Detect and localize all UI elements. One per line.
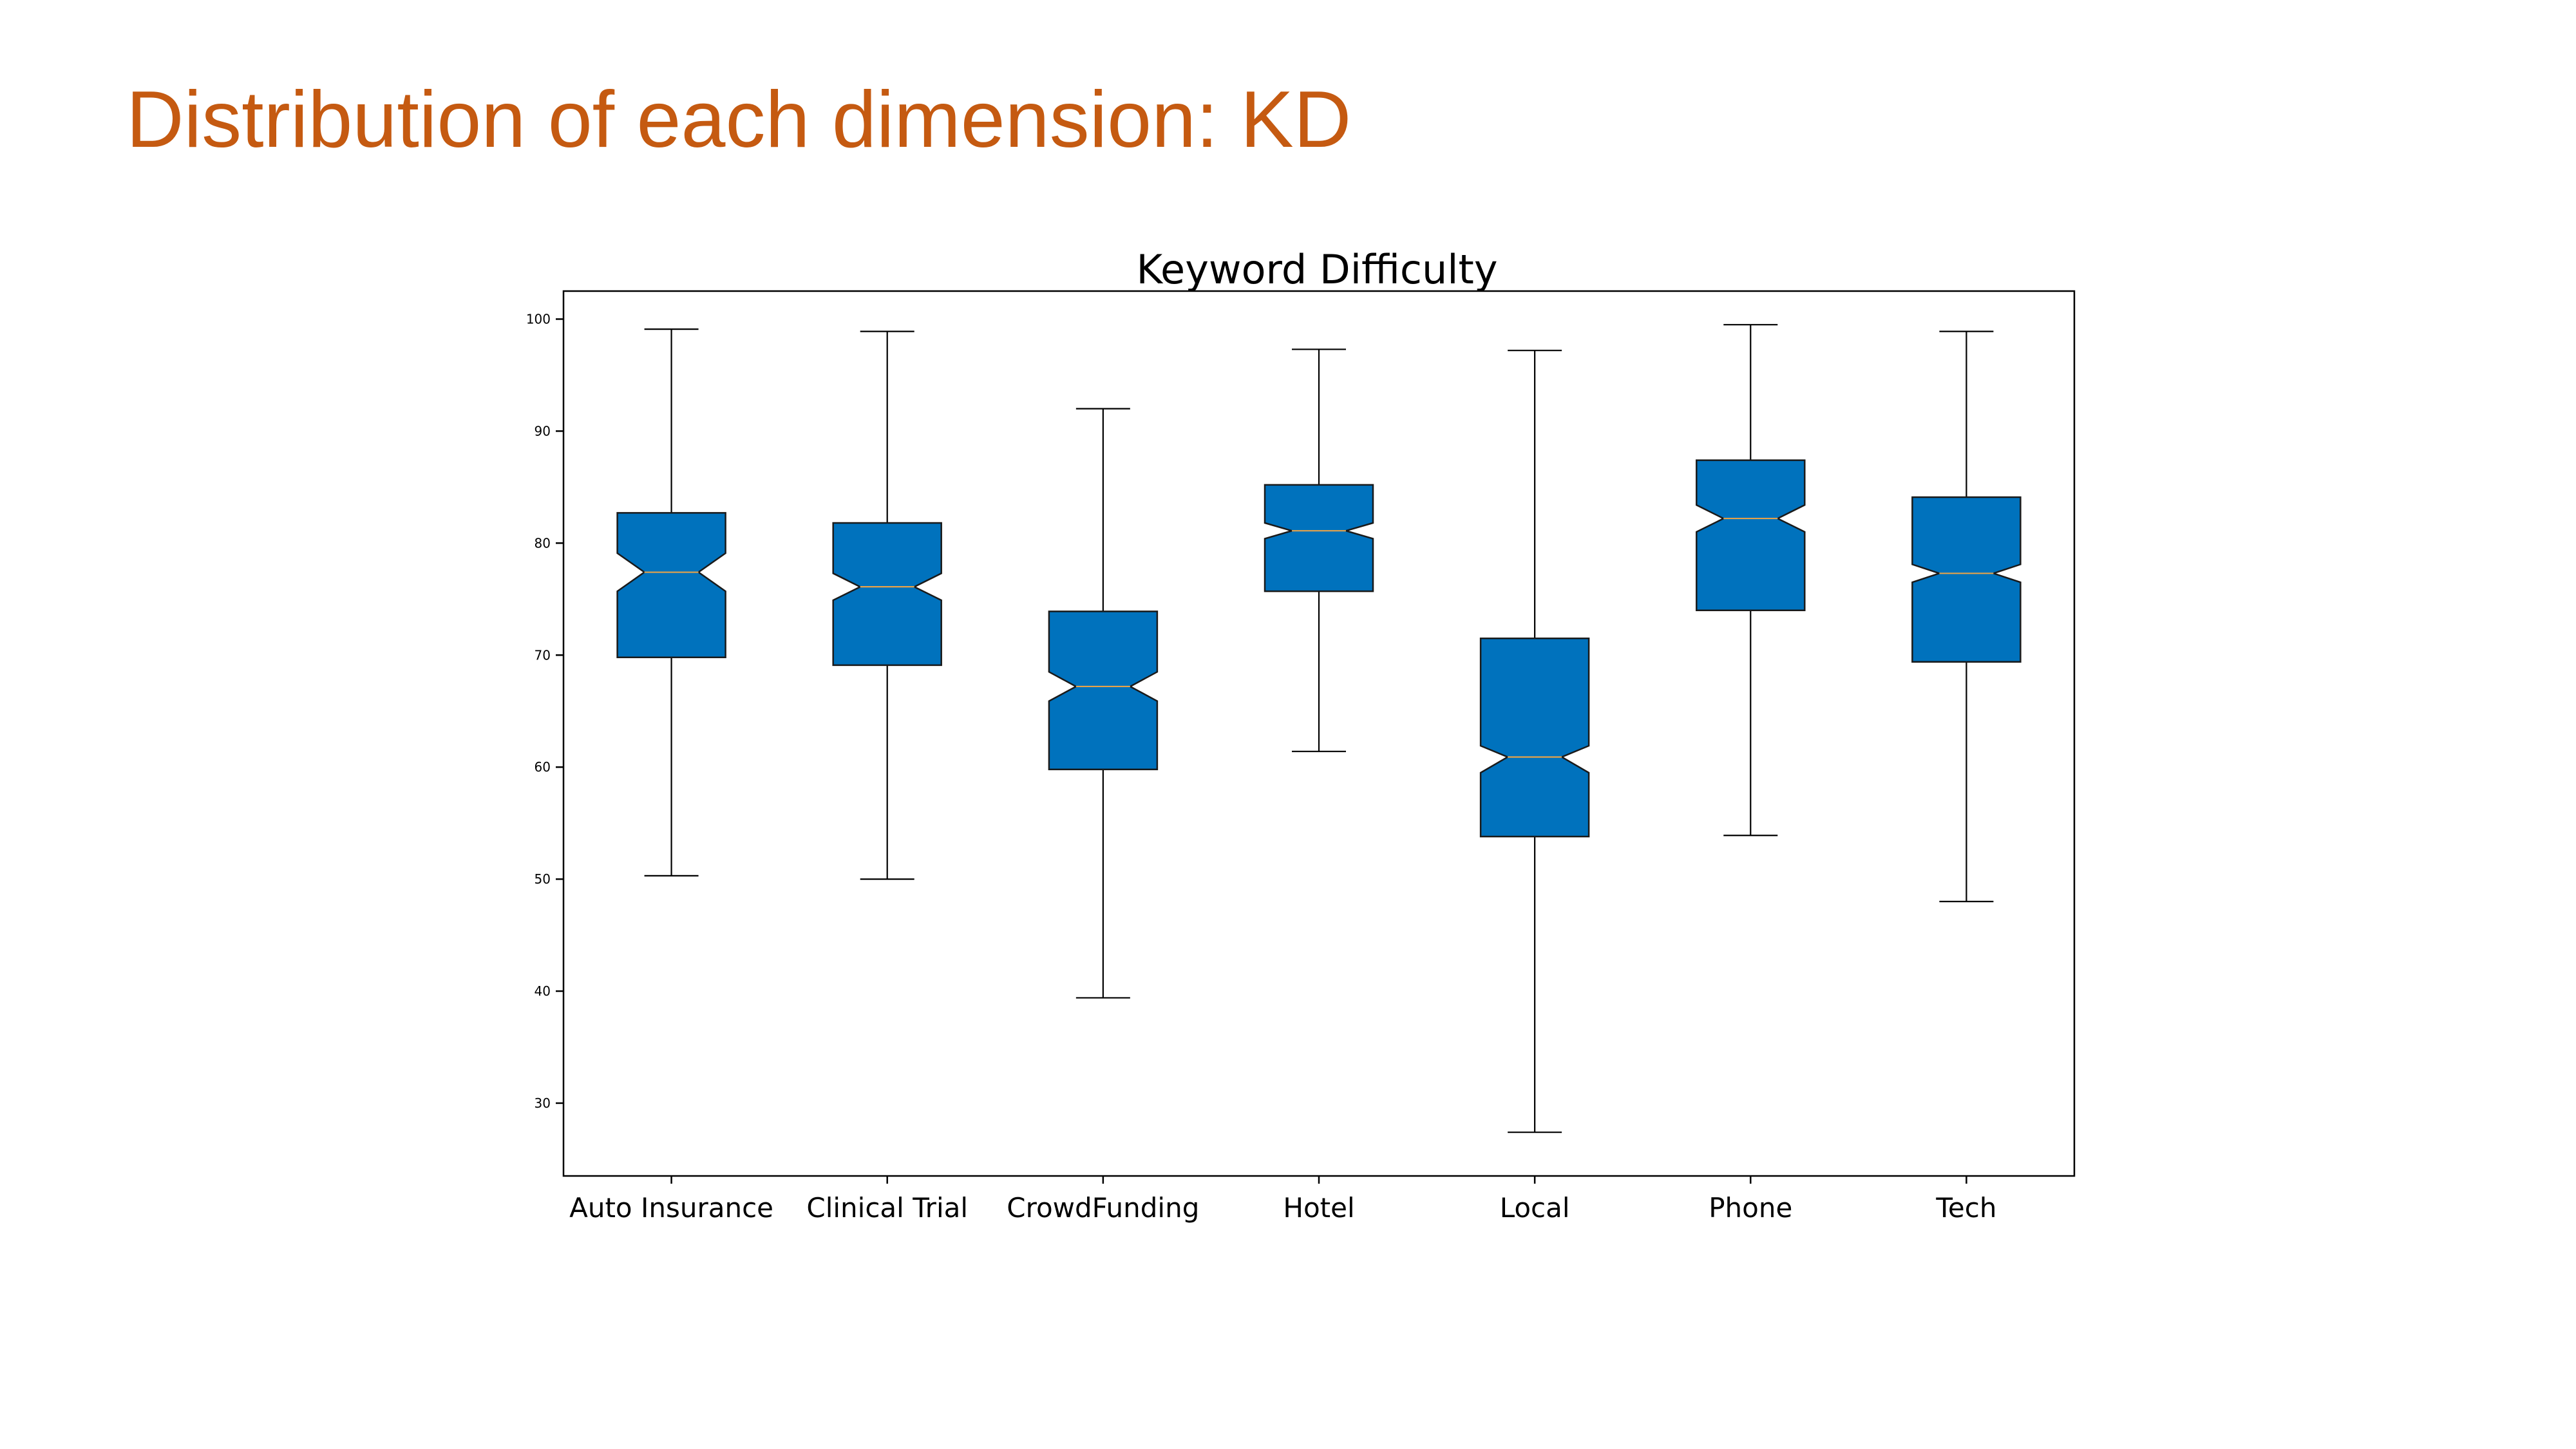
box-clinical-trial <box>832 522 942 667</box>
box-crowdfunding <box>1048 611 1159 770</box>
x-tick-label-hotel: Hotel <box>1283 1192 1354 1224</box>
y-tick-label: 80 <box>535 535 551 551</box>
slide-title: Distribution of each dimension: KD <box>126 75 1352 164</box>
box-tech <box>1911 496 2022 663</box>
chart-title: Keyword Difficulty <box>1136 246 1497 293</box>
y-tick-label: 40 <box>535 983 551 999</box>
y-tick-label: 70 <box>535 647 551 663</box>
box-phone <box>1696 459 1806 611</box>
box-hotel <box>1264 484 1374 592</box>
x-tick-label-crowdfunding: CrowdFunding <box>1007 1192 1199 1224</box>
box-local <box>1479 637 1590 838</box>
x-tick-label-tech: Tech <box>1935 1192 1996 1224</box>
plot-area: 30 40 50 60 70 80 90 100 Auto Insurance Clinical … <box>526 290 2076 1224</box>
y-tick-label: 30 <box>535 1095 551 1111</box>
x-tick-label-local: Local <box>1500 1192 1570 1224</box>
box-auto-insurance <box>616 512 726 658</box>
y-tick-label: 90 <box>535 423 551 439</box>
y-tick-label: 100 <box>526 311 551 327</box>
x-tick-label-phone: Phone <box>1709 1192 1792 1224</box>
y-tick-label: 50 <box>535 871 551 887</box>
x-tick-label-auto-insurance: Auto Insurance <box>569 1192 773 1224</box>
x-tick-label-clinical-trial: Clinical Trial <box>806 1192 968 1224</box>
y-tick-label: 60 <box>535 759 551 775</box>
